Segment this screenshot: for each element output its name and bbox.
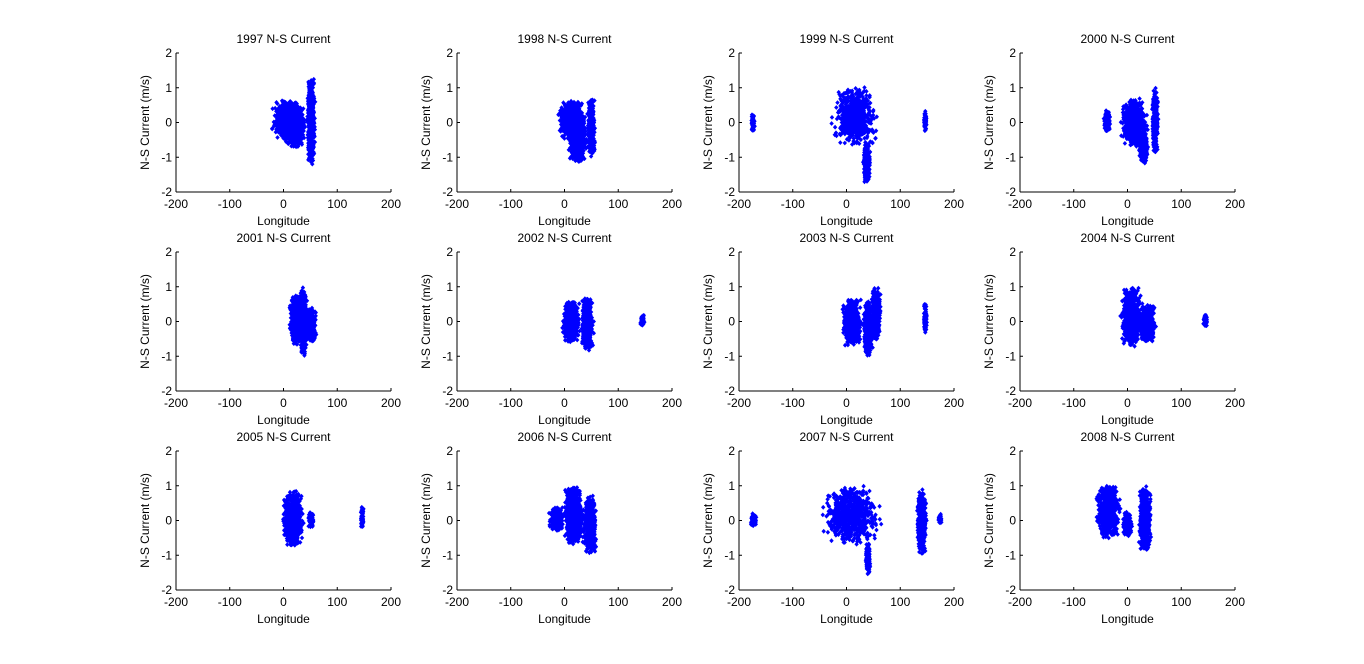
- y-tick-label: 2: [446, 46, 453, 60]
- x-tick-label: 100: [327, 197, 347, 211]
- x-tick-label: 0: [561, 197, 568, 211]
- x-tick-label: -100: [499, 197, 523, 211]
- y-tick-label: -2: [442, 185, 453, 199]
- subplot-2: -200 -100 0 100 200 2 1 0 -1 -2 1998 N-S Current Lo…: [419, 32, 682, 228]
- y-tick-label: 1: [165, 81, 172, 95]
- y-tick-label: 0: [446, 116, 453, 130]
- y-tick-label: -1: [442, 150, 453, 164]
- data-point: [873, 135, 878, 141]
- data-point: [842, 140, 847, 146]
- x-tick-label: 0: [280, 197, 287, 211]
- x-tick-label: -100: [218, 197, 242, 211]
- data-point: [829, 115, 835, 120]
- subplot-1: -200 -100 0 100 200 2 1 0 -1 -2 1997 N-S Current Lo…: [138, 32, 401, 228]
- x-tick-label: -200: [164, 197, 188, 211]
- x-tick-label: 200: [381, 197, 401, 211]
- data-point: [838, 140, 843, 145]
- y-tick-label: -1: [161, 150, 172, 164]
- data-point: [829, 121, 834, 126]
- data-point: [832, 124, 838, 130]
- x-tick-label: 100: [608, 197, 628, 211]
- scatter-points: [556, 97, 598, 164]
- y-tick-label: 0: [165, 116, 172, 130]
- chart-title: 1998 N-S Current: [517, 32, 612, 46]
- data-point: [272, 113, 277, 118]
- y-tick-label: 1: [446, 81, 453, 95]
- x-axis-label: Longitude: [257, 214, 310, 228]
- chart-title: 1997 N-S Current: [236, 32, 331, 46]
- y-tick-label: 2: [165, 46, 172, 60]
- scatter-points: [749, 85, 929, 185]
- data-point: [835, 100, 840, 105]
- data-point: [834, 105, 839, 110]
- scatter-points: [270, 76, 318, 167]
- data-point: [275, 135, 280, 140]
- x-tick-label: -200: [445, 197, 469, 211]
- y-axis-label: N-S Current (m/s): [138, 75, 152, 170]
- y-axis-label: N-S Current (m/s): [419, 75, 433, 170]
- y-tick-label: -2: [161, 185, 172, 199]
- x-axis-label: Longitude: [538, 214, 591, 228]
- x-tick-label: 200: [662, 197, 682, 211]
